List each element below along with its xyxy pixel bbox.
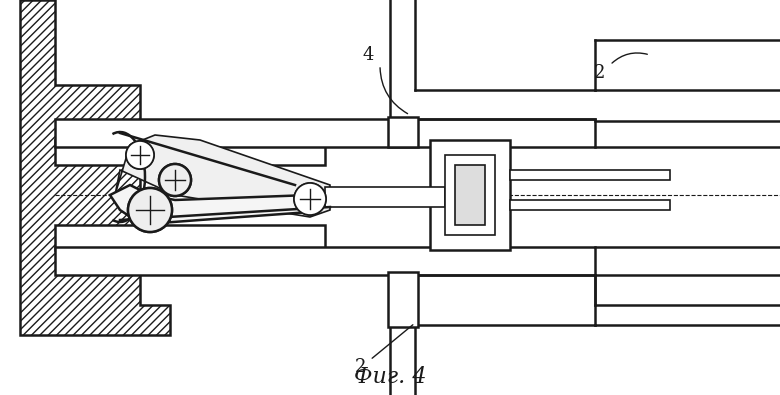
- Text: 4: 4: [363, 46, 374, 64]
- Circle shape: [294, 183, 326, 215]
- Bar: [55, 225, 325, 250]
- Text: 2: 2: [594, 64, 606, 82]
- Bar: [510, 200, 670, 210]
- Bar: [510, 170, 670, 180]
- Circle shape: [128, 188, 172, 232]
- Bar: [55, 247, 595, 275]
- Text: Фиг. 4: Фиг. 4: [354, 366, 426, 388]
- Circle shape: [128, 188, 172, 232]
- Circle shape: [294, 183, 326, 215]
- Bar: [325, 187, 445, 207]
- Bar: [430, 140, 510, 250]
- Bar: [455, 165, 485, 225]
- Bar: [388, 272, 418, 327]
- Polygon shape: [115, 135, 330, 217]
- Polygon shape: [20, 0, 170, 335]
- Circle shape: [126, 141, 154, 169]
- Text: 2: 2: [354, 358, 366, 376]
- Circle shape: [159, 164, 191, 196]
- Bar: [55, 119, 595, 147]
- Bar: [55, 140, 325, 165]
- Bar: [445, 155, 495, 235]
- Bar: [388, 117, 418, 147]
- Circle shape: [159, 164, 191, 196]
- Circle shape: [126, 141, 154, 169]
- Polygon shape: [110, 185, 330, 223]
